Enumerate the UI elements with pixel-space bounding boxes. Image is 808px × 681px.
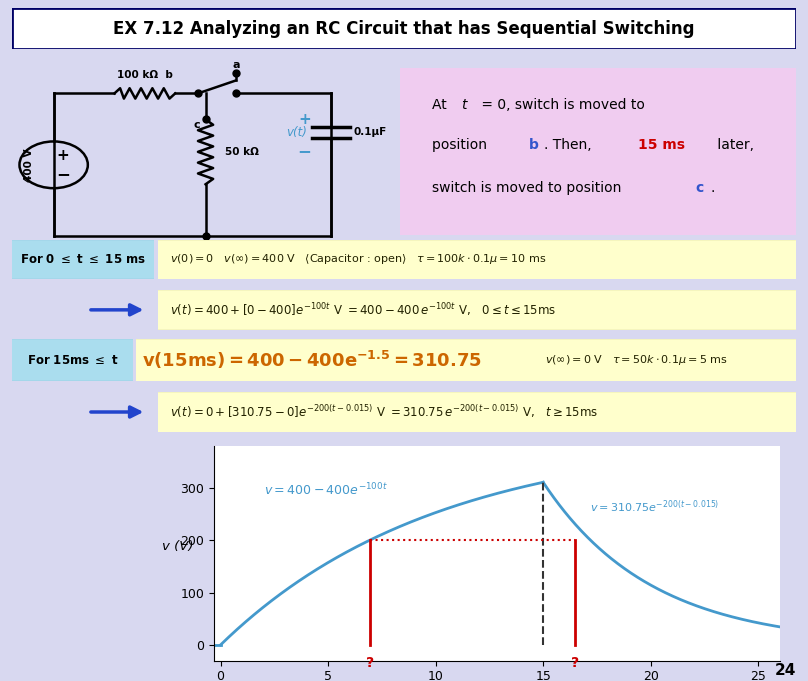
Text: ?: ?	[365, 656, 373, 670]
Text: −: −	[57, 165, 70, 183]
Text: 400 V: 400 V	[24, 148, 34, 182]
Text: $\mathbf{v(15ms)=400-400e^{-1.5}=310.75}$: $\mathbf{v(15ms)=400-400e^{-1.5}=310.75}…	[142, 349, 482, 371]
Text: $v = 400 - 400e^{-100t}$: $v = 400 - 400e^{-100t}$	[263, 482, 387, 498]
Text: −: −	[297, 142, 311, 159]
Text: 24: 24	[775, 663, 796, 678]
Text: later,: later,	[713, 138, 754, 152]
Text: $v(0)=0$   $v(\infty)= 400$ V   $\langle$Capacitor : open$\rangle$   $\tau=100k\: $v(0)=0$ $v(\infty)= 400$ V $\langle$Cap…	[170, 253, 546, 266]
Text: $v = 310.75e^{-200(t-0.015)}$: $v = 310.75e^{-200(t-0.015)}$	[591, 498, 720, 515]
Text: switch is moved to position: switch is moved to position	[431, 181, 625, 195]
FancyBboxPatch shape	[9, 239, 157, 280]
FancyBboxPatch shape	[10, 338, 136, 382]
Text: For 15ms $\leq$ t: For 15ms $\leq$ t	[27, 353, 119, 367]
Text: .: .	[711, 181, 715, 195]
Text: 100 kΩ  b: 100 kΩ b	[117, 70, 173, 80]
Text: . Then,: . Then,	[545, 138, 596, 152]
Text: At: At	[431, 98, 451, 112]
Text: c: c	[695, 181, 703, 195]
Text: = 0, switch is moved to: = 0, switch is moved to	[478, 98, 645, 112]
Text: For 0 $\leq$ t $\leq$ 15 ms: For 0 $\leq$ t $\leq$ 15 ms	[19, 253, 146, 266]
Text: 15 ms: 15 ms	[638, 138, 684, 152]
Text: $v(t)=400+[0-400]e^{-100t}$ V $=400-400\,e^{-100t}$ V,   $0\leq t\leq15$ms: $v(t)=400+[0-400]e^{-100t}$ V $=400-400\…	[170, 301, 557, 319]
FancyBboxPatch shape	[123, 338, 808, 382]
Text: v(t): v(t)	[286, 126, 307, 139]
Text: b: b	[528, 138, 538, 152]
FancyBboxPatch shape	[145, 289, 808, 330]
Text: ?: ?	[570, 656, 579, 670]
FancyBboxPatch shape	[12, 8, 796, 49]
Text: a: a	[232, 60, 240, 70]
Text: EX 7.12 Analyzing an RC Circuit that has Sequential Switching: EX 7.12 Analyzing an RC Circuit that has…	[113, 20, 695, 37]
Text: $v(t)=0+[310.75-0]e^{-200(t-0.015)}$ V $=310.75\,e^{-200(t-0.015)}$ V,   $t\geq1: $v(t)=0+[310.75-0]e^{-200(t-0.015)}$ V $…	[170, 404, 599, 420]
Text: 0.1µF: 0.1µF	[354, 127, 387, 138]
FancyBboxPatch shape	[145, 391, 808, 433]
Text: c: c	[193, 120, 200, 129]
Y-axis label: v (V): v (V)	[162, 540, 193, 553]
FancyBboxPatch shape	[392, 65, 804, 238]
FancyBboxPatch shape	[145, 239, 808, 280]
Text: position: position	[431, 138, 491, 152]
Text: $v(\infty)=0$ V   $\tau=50k\cdot0.1\mu=5$ ms: $v(\infty)=0$ V $\tau=50k\cdot0.1\mu=5$ …	[545, 353, 728, 367]
Text: +: +	[57, 148, 69, 163]
Text: +: +	[298, 112, 310, 127]
Text: 50 kΩ: 50 kΩ	[225, 147, 259, 157]
Text: t: t	[461, 98, 467, 112]
